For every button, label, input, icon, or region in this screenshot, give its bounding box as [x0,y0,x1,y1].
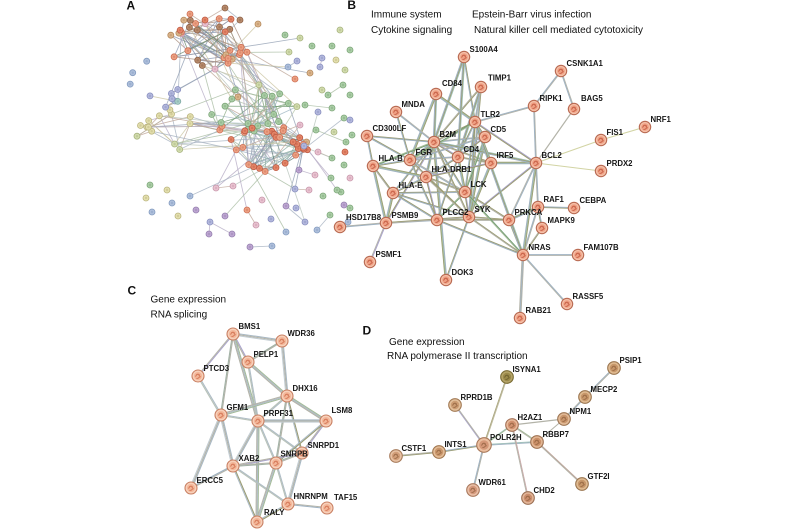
svg-text:SNRPB: SNRPB [281,450,309,459]
svg-text:PSMF1: PSMF1 [376,250,403,259]
svg-text:MAPK9: MAPK9 [548,216,576,225]
svg-text:INTS1: INTS1 [445,440,468,449]
svg-text:WDR61: WDR61 [479,478,507,487]
svg-text:IRF5: IRF5 [497,151,515,160]
svg-text:CSNK1A1: CSNK1A1 [567,59,604,68]
svg-text:GTF2I: GTF2I [588,472,610,481]
svg-text:NRF1: NRF1 [651,115,672,124]
svg-text:RNA polymerase II transcriptio: RNA polymerase II transcription [387,351,528,362]
svg-text:DOK3: DOK3 [452,268,474,277]
svg-text:RALY: RALY [264,508,285,517]
svg-text:SYK: SYK [475,205,491,214]
svg-text:PSIP1: PSIP1 [620,356,643,365]
svg-text:BCL2: BCL2 [542,151,563,160]
svg-text:Immune system: Immune system [371,10,442,21]
svg-text:CEBPA: CEBPA [580,196,607,205]
svg-text:Gene expression: Gene expression [389,337,465,348]
svg-text:PRKCA: PRKCA [515,208,543,217]
svg-text:CD300LF: CD300LF [373,124,407,133]
svg-text:RAF1: RAF1 [544,195,565,204]
svg-text:CSTF1: CSTF1 [402,444,427,453]
svg-text:RNA splicing: RNA splicing [151,309,208,320]
svg-text:WDR36: WDR36 [288,329,316,338]
svg-text:A: A [127,0,136,13]
svg-text:PSMB9: PSMB9 [392,211,420,220]
svg-text:Epstein-Barr virus infection: Epstein-Barr virus infection [472,10,592,21]
svg-text:Cytokine signaling: Cytokine signaling [371,25,452,36]
svg-text:RBBP7: RBBP7 [543,430,569,439]
svg-text:B2M: B2M [440,130,456,139]
svg-text:SNRPD1: SNRPD1 [308,441,340,450]
svg-text:FIS1: FIS1 [607,128,624,137]
svg-text:PELP1: PELP1 [254,350,279,359]
svg-text:MECP2: MECP2 [591,385,619,394]
svg-text:HLA-B: HLA-B [379,154,404,163]
svg-text:ERCC5: ERCC5 [197,476,224,485]
svg-text:B: B [347,0,356,12]
svg-text:DHX16: DHX16 [293,384,319,393]
svg-text:FGR: FGR [416,148,433,157]
svg-text:GFM1: GFM1 [227,403,249,412]
svg-text:CHD2: CHD2 [534,486,556,495]
svg-text:Gene expression: Gene expression [151,294,227,305]
svg-text:HLA-DRB1: HLA-DRB1 [432,165,473,174]
svg-text:PRPF31: PRPF31 [264,409,294,418]
svg-text:C: C [128,284,137,298]
svg-text:S100A4: S100A4 [470,45,499,54]
svg-text:RASSF5: RASSF5 [573,292,604,301]
svg-text:RPRD1B: RPRD1B [461,393,493,402]
svg-text:Natural killer cell mediated c: Natural killer cell mediated cytotoxicit… [474,25,643,36]
svg-text:HLA-E: HLA-E [399,181,423,190]
svg-text:POLR2H: POLR2H [490,433,522,442]
svg-text:PLCG2: PLCG2 [443,208,470,217]
svg-text:NPM1: NPM1 [570,407,592,416]
svg-text:PRDX2: PRDX2 [607,159,634,168]
svg-text:CD5: CD5 [491,125,507,134]
svg-text:TIMP1: TIMP1 [488,74,512,83]
svg-text:FAM107B: FAM107B [584,243,619,252]
svg-text:ISYNA1: ISYNA1 [513,365,542,374]
svg-text:RIPK1: RIPK1 [540,94,564,103]
svg-text:LCK: LCK [471,180,487,189]
svg-text:NRAS: NRAS [529,243,551,252]
svg-text:HNRNPM: HNRNPM [294,492,328,501]
svg-text:BAG5: BAG5 [581,94,603,103]
svg-text:CD84: CD84 [442,79,463,88]
svg-text:RAB21: RAB21 [526,306,552,315]
svg-text:LSM8: LSM8 [332,406,353,415]
svg-text:D: D [363,324,372,338]
svg-text:TAF15: TAF15 [334,493,358,502]
svg-text:HSD17B8: HSD17B8 [346,213,382,222]
svg-text:XAB2: XAB2 [239,454,260,463]
svg-text:TLR2: TLR2 [481,110,501,119]
svg-text:H2AZ1: H2AZ1 [518,413,543,422]
svg-text:PTCD3: PTCD3 [204,364,230,373]
svg-text:MNDA: MNDA [402,100,426,109]
svg-text:BMS1: BMS1 [239,322,261,331]
svg-text:CD4: CD4 [464,145,480,154]
